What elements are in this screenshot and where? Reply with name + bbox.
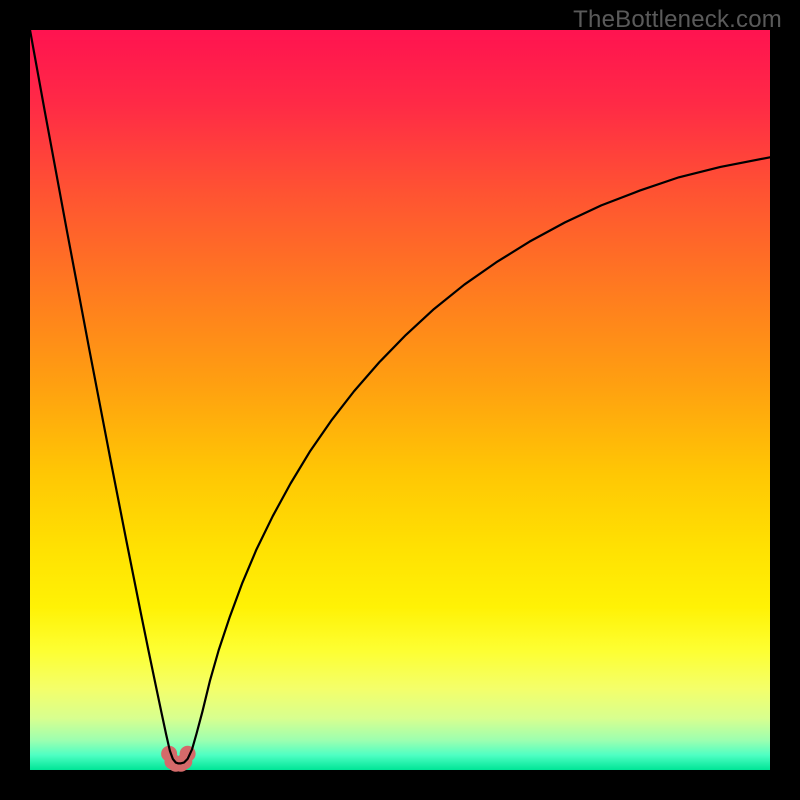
watermark-text: TheBottleneck.com (573, 6, 782, 34)
plot-background-gradient (30, 30, 770, 770)
chart-stage: TheBottleneck.com (0, 0, 800, 800)
plot-svg (0, 0, 800, 800)
